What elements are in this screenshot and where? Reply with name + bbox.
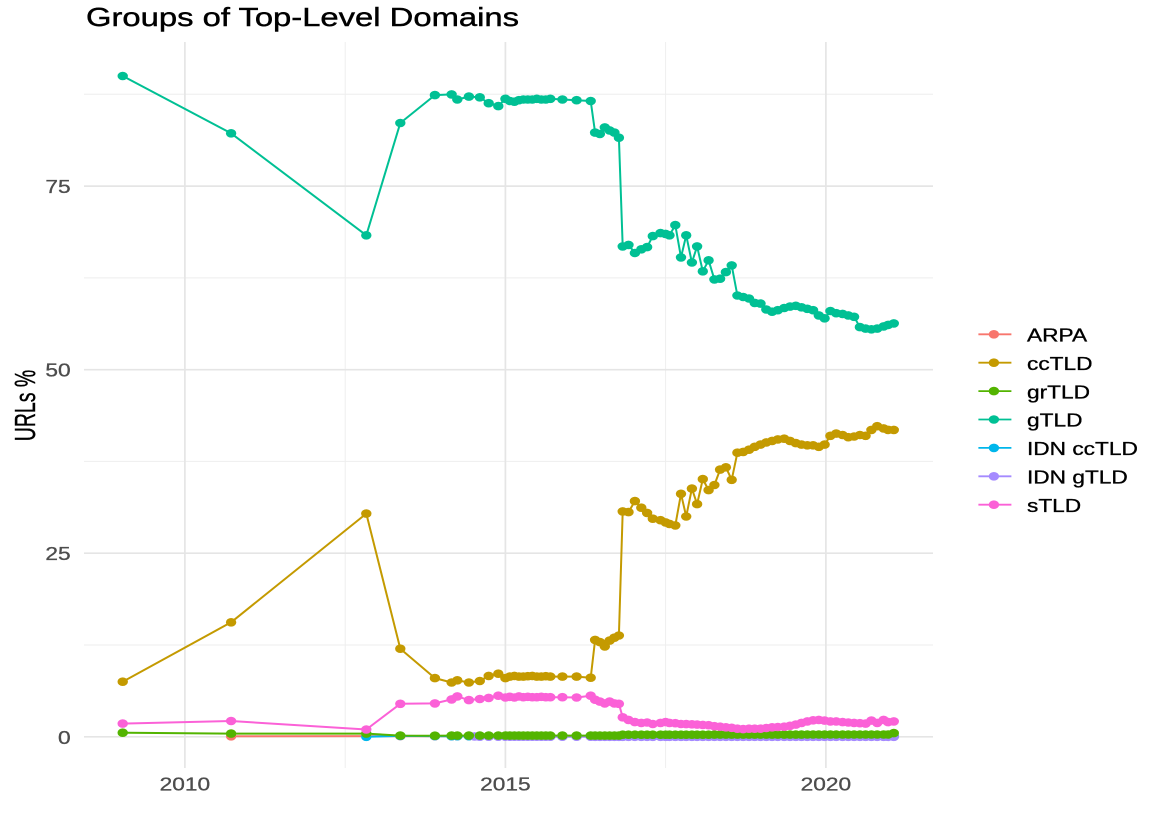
svg-text:ccTLD: ccTLD — [1027, 354, 1093, 374]
svg-text:IDN gTLD: IDN gTLD — [1027, 468, 1128, 488]
svg-text:2020: 2020 — [801, 775, 851, 795]
svg-text:URLs %: URLs % — [10, 370, 42, 441]
svg-text:Groups of Top-Level Domains: Groups of Top-Level Domains — [86, 4, 519, 33]
svg-text:75: 75 — [45, 177, 70, 197]
svg-text:2015: 2015 — [480, 775, 530, 795]
svg-text:sTLD: sTLD — [1027, 496, 1081, 516]
svg-text:0: 0 — [58, 728, 71, 748]
svg-text:50: 50 — [45, 361, 70, 381]
svg-text:ARPA: ARPA — [1027, 326, 1087, 346]
svg-text:2010: 2010 — [160, 775, 210, 795]
svg-text:IDN ccTLD: IDN ccTLD — [1027, 439, 1138, 459]
svg-text:gTLD: gTLD — [1027, 411, 1082, 431]
svg-text:grTLD: grTLD — [1027, 382, 1090, 402]
svg-text:25: 25 — [45, 544, 70, 564]
